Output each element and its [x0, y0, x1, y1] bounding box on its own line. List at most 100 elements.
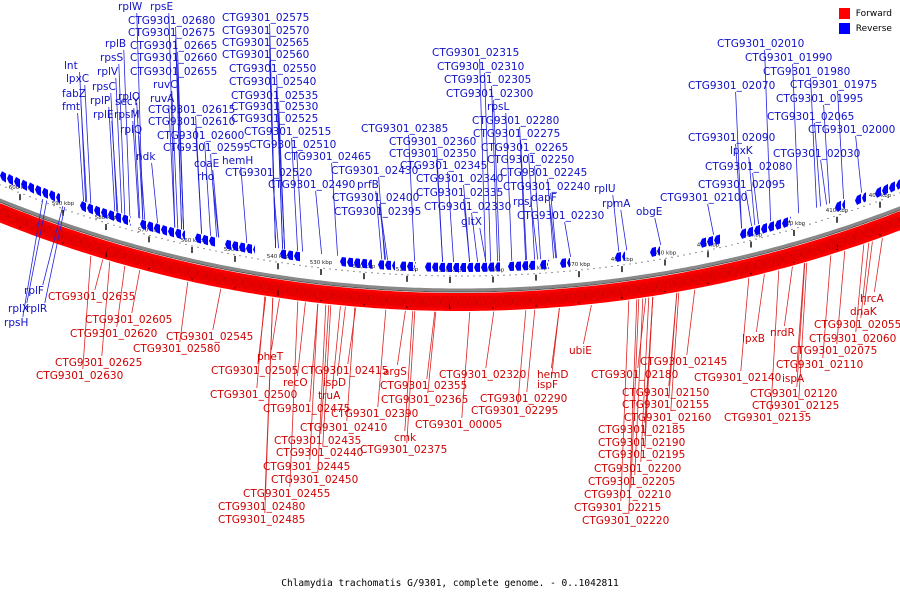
- forward-leader: [670, 292, 680, 412]
- reverse-gene-label: CTG9301_01990: [745, 52, 832, 64]
- forward-leader: [404, 311, 414, 432]
- dot: [395, 273, 397, 275]
- reverse-gene: [782, 217, 788, 228]
- reverse-gene-label: CTG9301_02330: [424, 201, 511, 213]
- forward-leader: [668, 292, 678, 399]
- dot: [107, 222, 109, 225]
- forward-gene: [196, 267, 208, 282]
- forward-gene: [214, 271, 226, 286]
- forward-gene: [296, 285, 306, 299]
- forward-gene: [709, 268, 721, 283]
- dot: [17, 191, 19, 193]
- dot: [389, 273, 391, 275]
- forward-gene: [33, 221, 47, 236]
- forward-gene: [0, 207, 11, 222]
- forward-gene-label: CTG9301_02205: [588, 476, 675, 488]
- forward-gene-label: CTG9301_02445: [263, 461, 350, 473]
- reverse-gene: [508, 261, 514, 272]
- forward-leader: [798, 262, 808, 400]
- reverse-gene-label: CTG9301_02340: [416, 173, 503, 185]
- reverse-gene: [209, 236, 215, 247]
- forward-gene-label: CTG9301_02580: [133, 343, 220, 355]
- dot: [23, 193, 25, 196]
- reverse-gene-label: CTG9301_02360: [389, 136, 476, 148]
- reverse-gene: [378, 260, 384, 270]
- forward-gene: [133, 252, 145, 267]
- reverse-gene: [28, 182, 34, 194]
- reverse-gene: [115, 212, 121, 224]
- dot: [149, 234, 151, 237]
- forward-leader: [297, 302, 306, 377]
- forward-gene: [341, 290, 351, 304]
- forward-gene-label: CTG9301_02185: [598, 424, 685, 436]
- forward-gene-label: CTG9301_02155: [622, 399, 709, 411]
- reverse-leader: [133, 107, 141, 219]
- dot: [863, 205, 865, 207]
- dot: [563, 270, 565, 273]
- dot: [335, 269, 337, 271]
- reverse-gene-label: CTG9301_02535: [231, 90, 318, 102]
- reverse-gene-label: CTG9301_02240: [503, 181, 590, 193]
- forward-leader: [583, 304, 592, 345]
- forward-gene-label: CTG9301_02410: [300, 422, 387, 434]
- dot: [791, 228, 793, 231]
- forward-gene: [835, 234, 847, 249]
- reverse-gene: [385, 260, 391, 271]
- reverse-gene: [232, 241, 238, 252]
- forward-gene: [359, 291, 369, 305]
- forward-leader: [309, 303, 319, 403]
- forward-gene-label: CTG9301_02160: [624, 412, 711, 424]
- forward-gene-label: CTG9301_02450: [271, 474, 358, 486]
- forward-gene: [862, 225, 874, 240]
- forward-gene: [106, 244, 118, 259]
- dot: [449, 275, 451, 277]
- coordinate-dotted-line: [0, 184, 900, 277]
- reverse-gene: [515, 261, 521, 271]
- forward-gene-label: CTG9301_02110: [776, 359, 863, 371]
- dot: [875, 201, 877, 203]
- dot: [383, 273, 385, 275]
- reverse-gene: [622, 251, 625, 261]
- genome-caption: Chlamydia trachomatis G/9301, complete g…: [281, 578, 619, 589]
- reverse-leader: [278, 124, 285, 250]
- forward-gene: [879, 218, 893, 234]
- forward-gene: [124, 250, 136, 264]
- dot: [401, 274, 403, 276]
- forward-leader: [517, 310, 527, 405]
- dot: [323, 267, 325, 269]
- dot: [173, 240, 175, 243]
- dot: [407, 274, 409, 276]
- dot: [377, 272, 379, 274]
- reverse-leader: [315, 190, 322, 255]
- reverse-gene-label: gltX: [461, 216, 482, 228]
- dot: [137, 231, 139, 233]
- forward-gene-label: CTG9301_02505: [211, 365, 298, 377]
- reverse-gene: [129, 216, 131, 226]
- dot: [365, 271, 367, 273]
- forward-gene: [763, 255, 775, 270]
- dot: [467, 275, 469, 277]
- dot: [779, 232, 781, 234]
- reverse-gene: [280, 249, 286, 260]
- forward-gene-label: CTG9301_02145: [640, 356, 727, 368]
- reverse-gene: [474, 262, 480, 272]
- forward-gene: [169, 261, 181, 276]
- forward-gene: [178, 263, 190, 278]
- forward-leader: [116, 265, 126, 328]
- reverse-gene: [547, 259, 549, 269]
- forward-gene: [323, 288, 333, 302]
- forward-leader: [346, 307, 356, 422]
- reverse-gene-label: rpmA: [602, 198, 631, 210]
- forward-gene: [575, 289, 585, 303]
- forward-gene-label: CTG9301_02210: [584, 489, 671, 501]
- reverse-gene: [460, 262, 466, 272]
- dot: [485, 275, 487, 277]
- reverse-gene-label: fmt: [62, 101, 80, 113]
- forward-leader: [317, 304, 327, 474]
- reverse-gene-label: rplX: [8, 303, 29, 315]
- forward-gene: [278, 282, 288, 296]
- dot: [89, 217, 91, 219]
- dot: [305, 265, 307, 267]
- legend-forward: Forward: [838, 8, 892, 19]
